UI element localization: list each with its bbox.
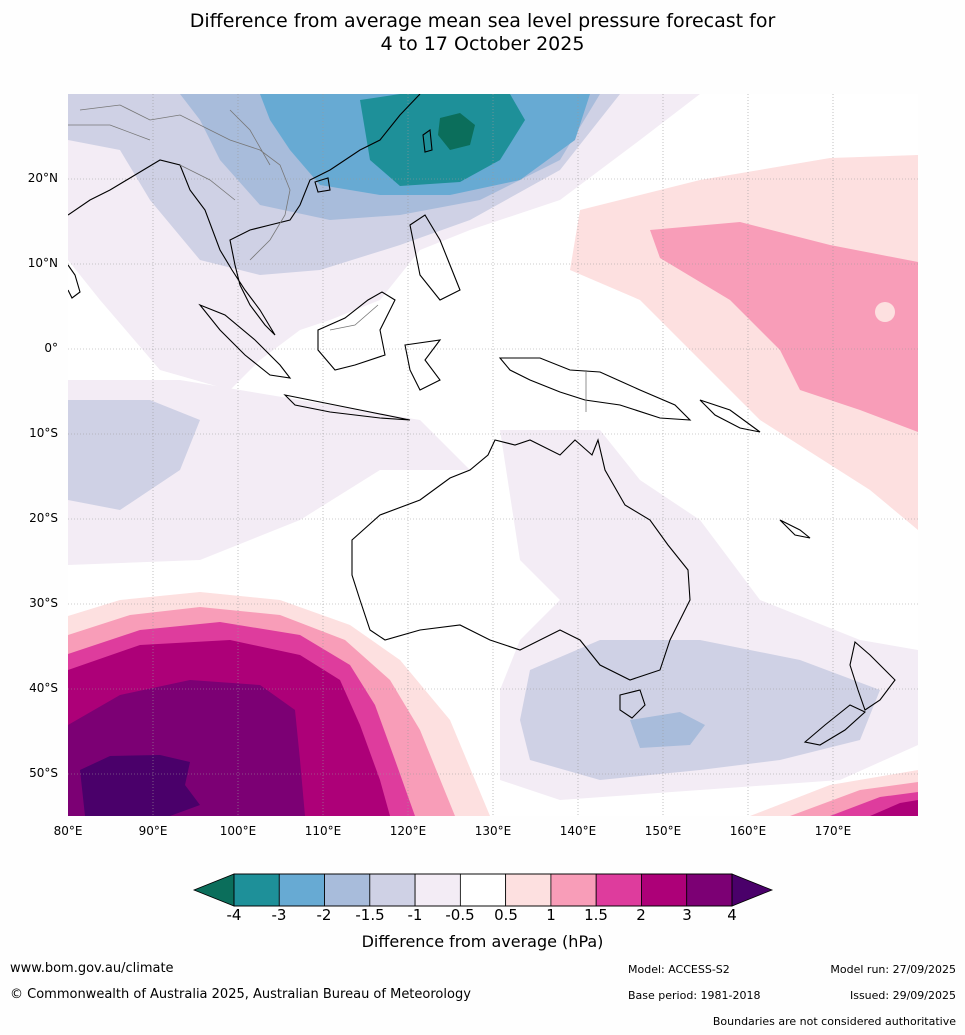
- coastline-tasmania: [619, 689, 646, 719]
- coastline-new-zealand-north: [849, 640, 896, 711]
- lat-label-10s: 10°S: [29, 426, 58, 440]
- colorbar-tick: -2: [316, 906, 332, 924]
- colorbar-tick: 1: [546, 906, 556, 924]
- colorbar-extend-low: [192, 873, 235, 907]
- colorbar-bin: [414, 873, 461, 907]
- coastline-australia: [351, 438, 691, 681]
- coastline-java: [283, 394, 411, 421]
- colorbar-bin: [550, 873, 597, 907]
- colorbar-bin: [278, 873, 325, 907]
- colorbar-tick: -0.5: [445, 906, 475, 924]
- lat-label-20s: 20°S: [29, 511, 58, 525]
- colorbar-bin: [505, 873, 552, 907]
- lon-label-170e: 170°E: [814, 824, 852, 838]
- lon-label-100e: 100°E: [219, 824, 257, 838]
- coastline-solomons: [699, 399, 761, 433]
- coastline-new-guinea: [498, 357, 692, 421]
- lon-label-110e: 110°E: [304, 824, 342, 838]
- issued-date: Issued: 29/09/2025: [849, 989, 956, 1002]
- anomaly-region-minus-4: [438, 113, 475, 150]
- border-asia-countries: [68, 104, 291, 261]
- coastline-sulawesi: [404, 339, 442, 391]
- anomaly-region-minus-1-5-south: [630, 712, 705, 748]
- lat-label-30s: 30°S: [29, 596, 58, 610]
- lat-label-20n: 20°N: [27, 171, 58, 185]
- lat-label-50s: 50°S: [29, 766, 58, 780]
- colorbar-label: Difference from average (hPa): [361, 932, 604, 951]
- anomaly-region-minus-1-south: [520, 640, 880, 780]
- colorbar-bin: [369, 873, 416, 907]
- model-run-date: Model run: 27/09/2025: [830, 963, 956, 976]
- border-borneo: [329, 304, 379, 331]
- colorbar-tick: 3: [682, 906, 692, 924]
- lat-label-10n: 10°N: [27, 256, 58, 270]
- colorbar-bin: [233, 873, 280, 907]
- colorbar-tick: -3: [271, 906, 287, 924]
- colorbar-bin: [595, 873, 642, 907]
- boundary-disclaimer: Boundaries are not considered authoritat…: [712, 1015, 956, 1028]
- lon-label-120e: 120°E: [389, 824, 427, 838]
- anomaly-field: [68, 94, 918, 816]
- coastline-asia-mainland: [68, 94, 421, 336]
- colorbar-extend-high: [731, 873, 774, 907]
- colorbar-tick: 4: [727, 906, 737, 924]
- lon-label-80e: 80°E: [53, 824, 83, 838]
- coastline-new-caledonia: [779, 519, 811, 539]
- anomaly-low-pocket-pacific: [875, 302, 895, 322]
- coastline-new-zealand-south: [803, 704, 866, 746]
- anomaly-region-plus-1-pacific: [650, 222, 918, 432]
- anomaly-region-plus-4-southwest: [80, 755, 200, 816]
- colorbar-bin: [686, 873, 733, 907]
- lon-label-130e: 130°E: [474, 824, 512, 838]
- colorbar-tick: 0.5: [494, 906, 518, 924]
- anomaly-region-minus-1-west: [68, 400, 200, 510]
- coastline-taiwan: [422, 129, 433, 153]
- copyright-text: © Commonwealth of Australia 2025, Austra…: [10, 987, 471, 1002]
- colorbar-tick: -1.5: [355, 906, 385, 924]
- borders: [68, 104, 587, 412]
- graticule: [68, 94, 918, 816]
- lon-label-140e: 140°E: [559, 824, 597, 838]
- lat-label-40s: 40°S: [29, 681, 58, 695]
- title-line-2: 4 to 17 October 2025: [380, 33, 585, 55]
- colorbar: [192, 873, 774, 907]
- coastlines: [68, 94, 896, 746]
- coastline-sumatra: [198, 303, 292, 379]
- lon-label-150e: 150°E: [644, 824, 682, 838]
- colorbar-tick: 1.5: [584, 906, 608, 924]
- colorbar-tick: -1: [407, 906, 423, 924]
- website-link[interactable]: www.bom.gov.au/climate: [10, 961, 174, 976]
- lon-label-160e: 160°E: [729, 824, 767, 838]
- colorbar-tick: 2: [636, 906, 646, 924]
- map-title: Difference from average mean sea level p…: [0, 10, 965, 56]
- coastline-philippines: [409, 214, 461, 301]
- coastline-sri-lanka: [68, 264, 81, 299]
- lat-label-equator: 0°: [44, 341, 58, 355]
- colorbar-frame: [233, 873, 733, 907]
- colorbar-bin: [641, 873, 688, 907]
- model-name: Model: ACCESS-S2: [628, 963, 730, 976]
- title-line-1: Difference from average mean sea level p…: [189, 10, 776, 32]
- coastline-borneo: [317, 291, 396, 371]
- colorbar-bin: [459, 873, 507, 907]
- base-period: Base period: 1981-2018: [628, 989, 761, 1002]
- colorbar-bin: [324, 873, 371, 907]
- colorbar-tick: -4: [226, 906, 242, 924]
- coastline-hainan: [314, 177, 331, 193]
- lon-label-90e: 90°E: [138, 824, 168, 838]
- anomaly-region-plus-2-southeast: [870, 800, 918, 816]
